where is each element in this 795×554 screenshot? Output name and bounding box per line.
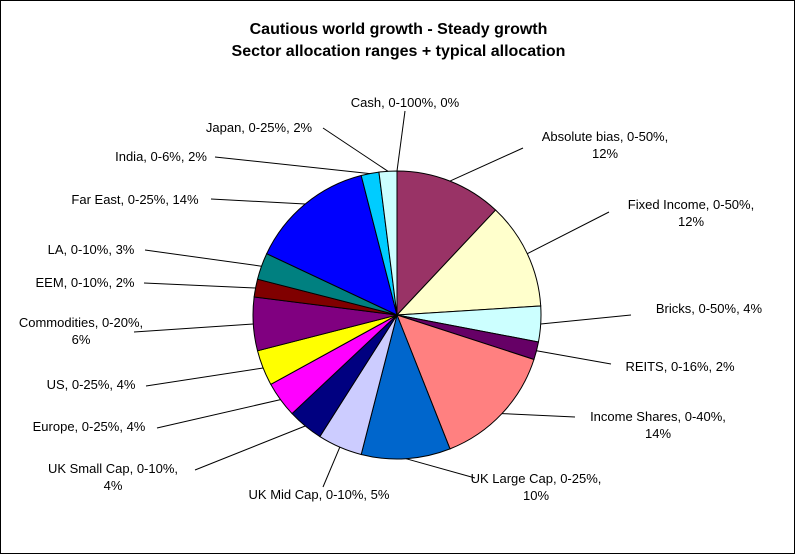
- slice-label-uk-small-cap: UK Small Cap, 0-10%, 4%: [48, 461, 178, 493]
- chart-title-line-1: Cautious world growth - Steady growth: [249, 21, 548, 38]
- leader-line-japan: [322, 127, 389, 172]
- slice-label-uk-mid-cap: UK Mid Cap, 0-10%, 5%: [249, 487, 390, 502]
- leader-line-la: [144, 249, 262, 267]
- leader-line-cash: [396, 110, 406, 172]
- chart-title: Cautious world growth - Steady growth Se…: [1, 19, 794, 63]
- slice-label-europe: Europe, 0-25%, 4%: [33, 419, 146, 434]
- pie-slice-fixed-income: [395, 209, 542, 316]
- leader-line-europe: [156, 399, 281, 429]
- leader-line-commodities: [133, 323, 254, 333]
- chart-title-line-2: Sector allocation ranges + typical alloc…: [231, 43, 566, 60]
- leader-line-us: [145, 367, 264, 387]
- slice-label-cash: Cash, 0-100%, 0%: [351, 95, 460, 110]
- slice-label-absolute-bias: Absolute bias, 0-50%, 12%: [542, 129, 668, 161]
- leader-line-eem: [143, 282, 256, 289]
- pie-slices: [252, 170, 542, 460]
- leader-line-uk-small-cap: [194, 425, 306, 471]
- leader-line-bricks: [540, 314, 632, 325]
- leader-line-india: [214, 156, 371, 175]
- leader-line-income-shares: [501, 413, 576, 418]
- slice-label-us: US, 0-25%, 4%: [47, 377, 136, 392]
- slice-label-eem: EEM, 0-10%, 2%: [36, 275, 135, 290]
- slice-label-reits: REITS, 0-16%, 2%: [625, 359, 735, 374]
- slice-label-la: LA, 0-10%, 3%: [48, 242, 135, 257]
- pie-slice-far-east: [266, 174, 398, 316]
- slice-label-india: India, 0-6%, 2%: [115, 149, 207, 164]
- leader-line-uk-large-cap: [405, 458, 476, 479]
- leader-line-fixed-income: [527, 211, 610, 255]
- leader-line-uk-mid-cap: [322, 447, 341, 488]
- pie-slice-income-shares: [396, 314, 535, 450]
- slice-label-commodities: Commodities, 0-20%, 6%: [19, 315, 143, 347]
- slice-label-japan: Japan, 0-25%, 2%: [206, 120, 313, 135]
- leader-line-reits: [536, 350, 612, 365]
- slice-label-income-shares: Income Shares, 0-40%, 14%: [590, 409, 726, 441]
- pie-slice-absolute-bias: [396, 170, 497, 317]
- slice-labels: Cash, 0-100%, 0% Absolute bias, 0-50%, 12%…: [19, 95, 763, 503]
- slice-label-far-east: Far East, 0-25%, 14%: [71, 192, 199, 207]
- leader-line-far-east: [210, 198, 306, 205]
- leader-line-absolute-bias: [449, 147, 524, 182]
- leader-lines: [133, 110, 632, 488]
- slice-label-uk-large-cap: UK Large Cap, 0-25%, 10%: [471, 471, 602, 503]
- slice-label-bricks: Bricks, 0-50%, 4%: [656, 301, 763, 316]
- slice-label-fixed-income: Fixed Income, 0-50%, 12%: [628, 197, 754, 229]
